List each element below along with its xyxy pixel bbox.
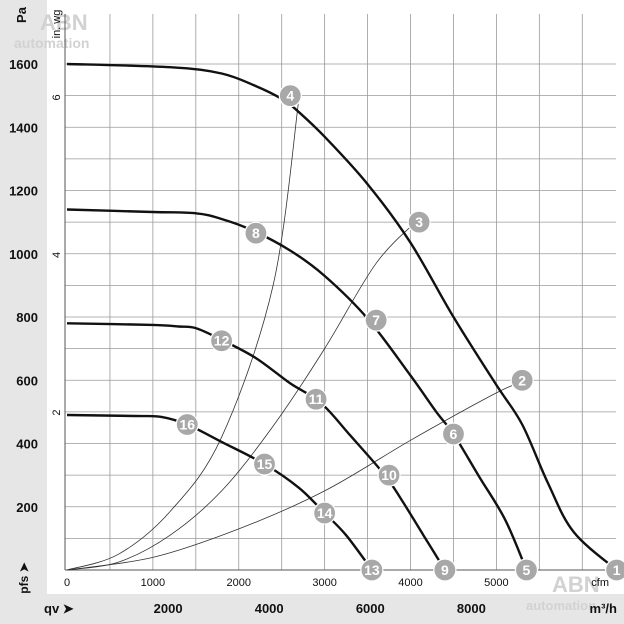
operating-point-marker [360,558,384,582]
x-tick-label-m3h: 4000 [255,601,284,616]
grid [64,14,616,571]
watermark-text-top: automation [14,35,89,51]
operating-point-label: 4 [286,88,294,104]
fan-curve-4 [66,413,373,571]
fan-curve-1 [66,62,618,571]
y-tick-label-pa: 200 [16,500,38,515]
x-unit-cfm: cfm [591,577,609,589]
operating-point-marker [175,412,199,437]
operating-point-4: 4 [278,84,302,108]
system-curves [66,98,527,571]
operating-point-2: 2 [510,368,534,392]
operating-point-5: 5 [514,558,539,582]
operating-point-label: 1 [613,562,621,578]
operating-point-marker [252,452,277,476]
operating-point-16: 16 [175,412,199,437]
operating-point-8: 8 [244,221,268,245]
operating-point-label: 8 [252,225,260,241]
operating-point-label: 7 [372,312,380,328]
system-curve-3 [66,379,527,571]
y-symbol: pfs ➤ [17,561,31,593]
y-tick-label-pa: 1600 [9,57,38,72]
y-tick-label-pa: 400 [16,437,38,452]
operating-point-marker [364,308,388,332]
operating-point-3: 3 [407,210,431,234]
operating-point-13: 13 [360,558,384,582]
operating-point-marker [278,84,302,108]
x-tick-label-m3h: 8000 [457,601,486,616]
x-tick-label-m3h: 6000 [356,601,385,616]
x-symbol: qv ➤ [44,601,74,616]
y-tick-label-pa: 1200 [9,184,38,199]
watermark-text-bottom: automation [526,598,596,613]
operating-point-label: 6 [450,426,458,442]
fan-curve-2 [66,208,528,571]
operating-point-6: 6 [441,422,466,446]
operating-point-marker [377,463,401,487]
x-unit-m3h: m³/h [590,601,618,616]
operating-point-marker [605,558,624,582]
watermark-logo-bottom: ABN [552,572,600,597]
operating-point-marker [313,501,337,525]
operating-point-marker [514,558,539,582]
y-unit-inwg: in. wg [51,10,63,39]
operating-point-label: 3 [415,214,423,230]
fan-curve-3 [66,322,446,571]
operating-point-label: 5 [523,562,531,578]
operating-point-label: 11 [309,391,324,407]
operating-point-label: 2 [518,372,526,388]
axis-labels: 200 400 600 800 1000 1200 1400 1600 2 4 6 Pa in. wg p… [9,6,617,616]
operating-point-label: 13 [364,562,380,578]
operating-point-marker [441,422,466,446]
operating-point-7: 7 [364,308,388,332]
y-tick-label-pa: 1400 [9,120,38,135]
operating-point-1: 1 [605,558,624,582]
y-tick-label-pa: 800 [16,310,38,325]
operating-point-marker [304,387,328,411]
y-axis-band [0,0,47,596]
y-tick-label-pa: 1000 [9,247,38,262]
y-tick-label-inwg: 4 [51,252,63,258]
y-tick-label-inwg: 6 [51,94,63,100]
system-curve-1 [66,98,300,571]
y-unit-pa: Pa [14,6,29,23]
operating-point-11: 11 [304,387,328,411]
x-axis-band [0,594,624,624]
x-tick-label-cfm: 4000 [398,577,422,589]
system-curve-2 [66,218,420,571]
operating-point-marker [244,221,268,245]
x-tick-label-cfm: 2000 [227,577,251,589]
operating-point-10: 10 [377,463,401,487]
watermark-logo-top: ABN [40,10,88,35]
operating-point-marker [510,368,534,392]
operating-point-label: 12 [214,333,230,349]
operating-point-label: 10 [381,467,397,483]
operating-point-marker [407,210,431,234]
x-tick-label-cfm: 3000 [312,577,336,589]
x-tick-label-m3h: 2000 [154,601,183,616]
operating-point-label: 14 [317,505,333,521]
operating-point-9: 9 [433,558,457,582]
operating-point-marker [433,558,457,582]
operating-point-marker [209,329,234,353]
x-tick-label-cfm: 0 [64,577,70,589]
y-tick-label-pa: 600 [16,373,38,388]
x-tick-label-cfm: 1000 [141,577,165,589]
operating-point-label: 9 [441,562,449,578]
operating-point-15: 15 [252,452,277,476]
y-tick-label-inwg: 2 [51,409,63,415]
operating-point-label: 15 [257,456,273,472]
x-tick-label-cfm: 5000 [484,577,508,589]
operating-point-12: 12 [209,329,234,353]
operating-point-label: 16 [179,417,195,433]
operating-point-14: 14 [313,501,337,525]
fan-curves [66,62,618,571]
